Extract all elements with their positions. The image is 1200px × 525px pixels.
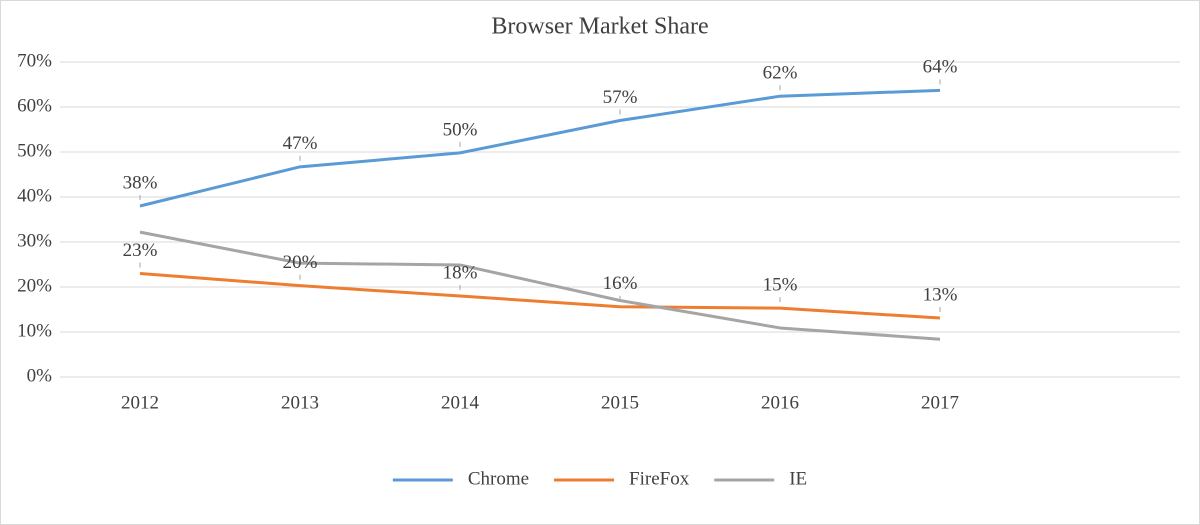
x-tick-label: 2012 [121, 392, 159, 413]
x-tick-label: 2014 [441, 392, 480, 413]
series-line [139, 230, 941, 341]
data-label: 16% [603, 273, 638, 294]
data-label: 18% [443, 262, 478, 283]
data-label: 20% [283, 252, 318, 273]
chart-title: Browser Market Share [491, 14, 708, 40]
data-label: 64% [923, 57, 958, 78]
y-tick-label: 10% [17, 320, 52, 341]
series-line [139, 88, 941, 208]
x-tick-label: 2017 [921, 392, 959, 413]
data-label: 13% [923, 284, 958, 305]
data-label: 47% [283, 133, 318, 154]
data-label: 57% [603, 87, 638, 108]
data-label: 23% [123, 240, 158, 261]
legend-label: Chrome [468, 468, 529, 489]
data-label: 15% [763, 275, 798, 296]
y-tick-label: 40% [17, 185, 52, 206]
y-tick-label: 70% [17, 50, 52, 71]
legend-label: FireFox [629, 468, 690, 489]
x-tick-label: 2016 [761, 392, 799, 413]
x-tick-label: 2013 [281, 392, 319, 413]
y-tick-label: 30% [17, 230, 52, 251]
data-label: 62% [763, 63, 798, 84]
data-label: 38% [123, 172, 158, 193]
y-tick-label: 0% [27, 365, 53, 386]
y-tick-label: 50% [17, 140, 52, 161]
legend-label: IE [789, 468, 807, 489]
series-line [139, 272, 941, 320]
data-label: 50% [443, 119, 478, 140]
y-tick-label: 60% [17, 95, 52, 116]
x-tick-label: 2015 [601, 392, 639, 413]
y-tick-label: 20% [17, 275, 52, 296]
